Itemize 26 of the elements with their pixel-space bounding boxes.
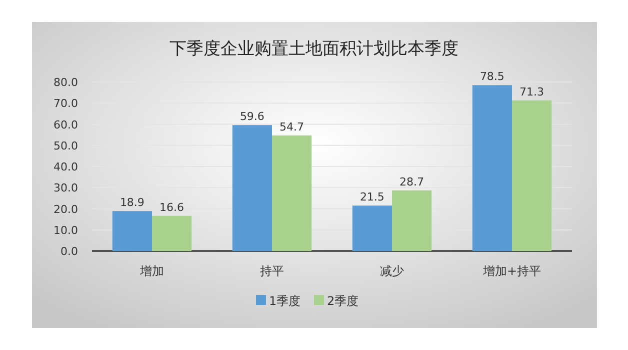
data-label: 78.5 [480,70,504,84]
data-label: 59.6 [240,110,264,124]
x-tick-label: 增加 [139,264,164,278]
legend-item: 2季度 [314,294,359,308]
x-tick-label: 持平 [260,264,284,278]
chart-title: 下季度企业购置土地面积计划比本季度 [170,39,458,59]
y-tick-label: 10.0 [54,224,78,237]
legend-item: 1季度 [256,294,301,308]
x-tick-label: 减少 [380,264,404,278]
y-tick-label: 30.0 [54,182,78,195]
data-label: 71.3 [520,85,544,98]
data-label: 16.6 [160,200,184,214]
y-tick-label: 80.0 [54,76,78,89]
legend-label: 1季度 [269,294,301,308]
data-label: 28.7 [400,175,424,188]
data-label: 54.7 [280,120,304,134]
data-label: 21.5 [360,190,384,204]
y-tick-label: 60.0 [54,118,78,132]
y-tick-label: 20.0 [54,202,78,216]
legend-label: 2季度 [327,294,359,308]
y-tick-label: 50.0 [54,139,78,152]
x-tick-label: 增加+持平 [482,264,542,278]
y-tick-label: 70.0 [54,97,78,110]
y-tick-label: 0.0 [60,245,78,258]
y-tick-label: 40.0 [54,160,78,174]
data-label: 18.9 [120,196,144,210]
